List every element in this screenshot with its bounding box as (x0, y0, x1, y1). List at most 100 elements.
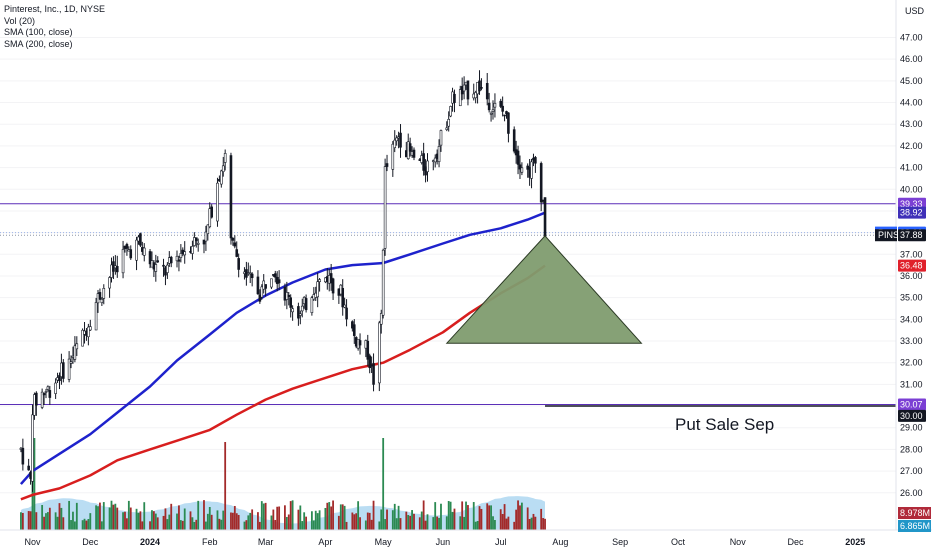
volume-bar (355, 513, 358, 530)
volume-bar (339, 504, 342, 530)
candle-body (233, 242, 237, 247)
volume-bar (359, 517, 361, 530)
candle-body (426, 160, 429, 173)
volume-bar (224, 442, 227, 530)
volume-bar (168, 514, 171, 530)
volume-bar (341, 504, 344, 530)
volume-bar (501, 513, 504, 530)
candle-body (216, 182, 219, 222)
volume-bar (472, 502, 475, 530)
level-lower-badge-text: 30.07 (900, 400, 923, 410)
volume-bar (337, 515, 340, 530)
volume-bar (285, 516, 288, 530)
volume-bar (162, 515, 165, 530)
volume-bar (278, 506, 281, 530)
ticker-badge-label-box (875, 229, 897, 242)
volume-bar (463, 516, 466, 530)
volume-bar (386, 509, 388, 530)
currency-label[interactable]: USD (905, 6, 925, 16)
candle-body (115, 266, 119, 273)
volume-bar (139, 511, 142, 530)
candle-body (391, 143, 395, 170)
candle-body (31, 414, 34, 482)
volume-bar (513, 521, 516, 530)
price-tick-label: 35.00 (900, 293, 923, 303)
volume-bar (503, 504, 506, 530)
candle-body (183, 251, 187, 256)
candle-body (445, 127, 449, 130)
volume-bar (205, 521, 207, 530)
volume-bar (287, 514, 290, 530)
volume-bar (170, 503, 173, 530)
volume-bar (75, 502, 78, 530)
candle-body (258, 294, 262, 302)
candle-body (287, 294, 291, 298)
volume-bar (73, 521, 76, 530)
candle-body (422, 153, 425, 171)
triangle-shape[interactable] (445, 235, 643, 344)
volume-bar (99, 502, 101, 530)
volume-bar (270, 515, 273, 530)
candle-body (379, 313, 383, 325)
price-tick-label: 27.00 (900, 466, 923, 476)
volume-bar (544, 518, 546, 530)
volume-bar (60, 507, 63, 530)
volume-bar (21, 512, 24, 530)
candle-body (358, 340, 362, 346)
volume-bar (422, 500, 425, 530)
candle-body (318, 279, 321, 283)
volume-bar (453, 508, 456, 530)
volume-bar (519, 505, 521, 530)
candle-body (121, 249, 125, 274)
time-axis: Nov Dec 2024 Feb Mar Apr May Jun Jul Aug Sep Oct Nov… (0, 529, 932, 547)
volume-bar (222, 510, 225, 530)
volume-bar (305, 516, 308, 530)
candle-body (75, 343, 79, 350)
time-tick-label: Jul (495, 537, 507, 547)
candle-body (399, 132, 402, 148)
volume-bar (249, 512, 252, 530)
ticker-badge (898, 229, 926, 242)
volume-bar (492, 516, 494, 530)
legend-sma200[interactable]: SMA (200, close) (4, 38, 73, 49)
legend-sma100[interactable]: SMA (100, close) (4, 27, 73, 37)
candle-body (81, 329, 84, 347)
volume-bar (257, 512, 259, 530)
volume-bar (438, 517, 440, 530)
volume-bar (326, 502, 329, 530)
candle-body (352, 324, 356, 336)
candle-body (142, 247, 146, 256)
volume-bar (364, 520, 367, 530)
candle-body (291, 308, 294, 313)
volume-bar (467, 505, 469, 530)
legend-symbol[interactable]: Pinterest, Inc., 1D, NYSE (4, 4, 106, 14)
sma200-line[interactable] (20, 264, 546, 501)
volume-bar (151, 510, 153, 530)
time-tick-label: Oct (671, 537, 686, 547)
volume-bar (411, 510, 413, 530)
volume-bar (124, 511, 126, 530)
put-sale-text[interactable]: Put Sale Sep (675, 415, 774, 434)
volume-bar (20, 512, 22, 530)
sma200-badge-text: 36.48 (900, 261, 923, 271)
candle-body (516, 150, 520, 165)
price-tick-label: 47.00 (900, 33, 923, 43)
candle-body (221, 165, 225, 172)
volume-bar (179, 520, 182, 530)
candle-body (204, 231, 208, 242)
volume-bar (233, 505, 236, 530)
time-tick-label: 2025 (845, 537, 865, 547)
candle-body (175, 255, 179, 262)
volume-bar (43, 516, 45, 530)
volume-bar (499, 509, 502, 530)
candle-body (260, 286, 264, 298)
candle-body (487, 102, 491, 111)
legend-volume[interactable]: Vol (20) (4, 15, 36, 26)
candle-body (35, 392, 38, 406)
volume-bar (262, 503, 265, 530)
volume-bar (474, 521, 477, 530)
volume-bar (203, 500, 205, 530)
volume-bar (330, 506, 333, 530)
price-tick-label: 44.00 (900, 98, 923, 108)
